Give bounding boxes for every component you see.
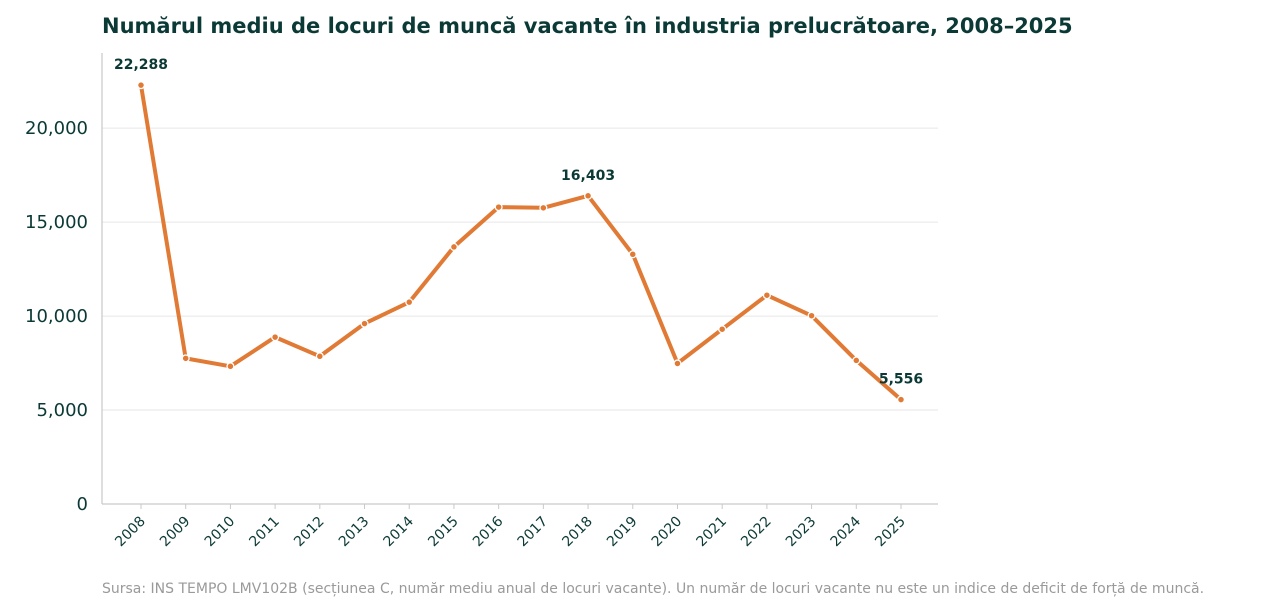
x-tick-label: 2014	[381, 513, 418, 550]
x-tick-label: 2017	[515, 514, 552, 551]
y-tick-label: 0	[77, 494, 88, 515]
x-tick-label: 2018	[559, 514, 596, 551]
data-point	[673, 359, 682, 368]
data-labels: 22,288 16,403 5,556	[114, 57, 923, 387]
axes	[101, 53, 938, 509]
x-tick-label: 2016	[470, 513, 507, 550]
data-point	[360, 319, 369, 328]
data-point	[315, 352, 324, 361]
source-note: Sursa: INS TEMPO LMV102B (secțiunea C, n…	[102, 581, 1204, 597]
x-tick-labels: 2008 2009 2010 2011 2012 2013 2014 2015 2016 2017…	[112, 513, 909, 550]
data-point	[136, 81, 146, 90]
data-point	[807, 311, 816, 320]
data-point	[271, 333, 280, 342]
data-label: 5,556	[879, 372, 923, 388]
data-point	[449, 242, 458, 251]
chart-title: Numărul mediu de locuri de muncă vacante…	[102, 14, 1073, 38]
data-point	[718, 325, 727, 334]
x-tick-label: 2020	[649, 514, 686, 551]
data-point	[494, 203, 503, 212]
x-tick-label: 2024	[828, 513, 865, 550]
x-tick-label: 2025	[872, 514, 909, 551]
data-point	[181, 354, 190, 363]
gridlines	[102, 127, 938, 411]
x-tick-label: 2015	[425, 514, 462, 551]
x-tick-label: 2008	[112, 514, 149, 551]
x-tick-label: 2013	[336, 514, 373, 551]
x-tick-label: 2022	[738, 514, 775, 551]
y-tick-label: 15,000	[25, 212, 88, 233]
data-point	[628, 250, 637, 259]
data-label: 16,403	[561, 168, 615, 184]
data-label: 22,288	[114, 57, 168, 73]
x-tick-label: 2009	[157, 514, 194, 551]
y-tick-labels: 0 5,000 10,000 15,000 20,000	[25, 118, 88, 515]
series	[136, 81, 906, 404]
x-tick-label: 2010	[202, 514, 239, 551]
y-tick-label: 5,000	[36, 400, 88, 421]
data-point	[896, 395, 906, 404]
x-tick-label: 2011	[246, 514, 283, 551]
y-tick-label: 10,000	[25, 306, 88, 327]
data-point	[762, 291, 771, 300]
y-tick-label: 20,000	[25, 118, 88, 139]
x-tick-label: 2019	[604, 514, 641, 551]
data-point	[584, 191, 593, 200]
x-tick-label: 2012	[291, 514, 328, 551]
data-point	[226, 362, 235, 371]
x-tick-label: 2021	[693, 514, 730, 551]
data-point	[405, 298, 414, 307]
data-point	[852, 356, 861, 365]
series-line	[139, 83, 903, 402]
x-tick-label: 2023	[783, 514, 820, 551]
data-point	[539, 203, 548, 212]
